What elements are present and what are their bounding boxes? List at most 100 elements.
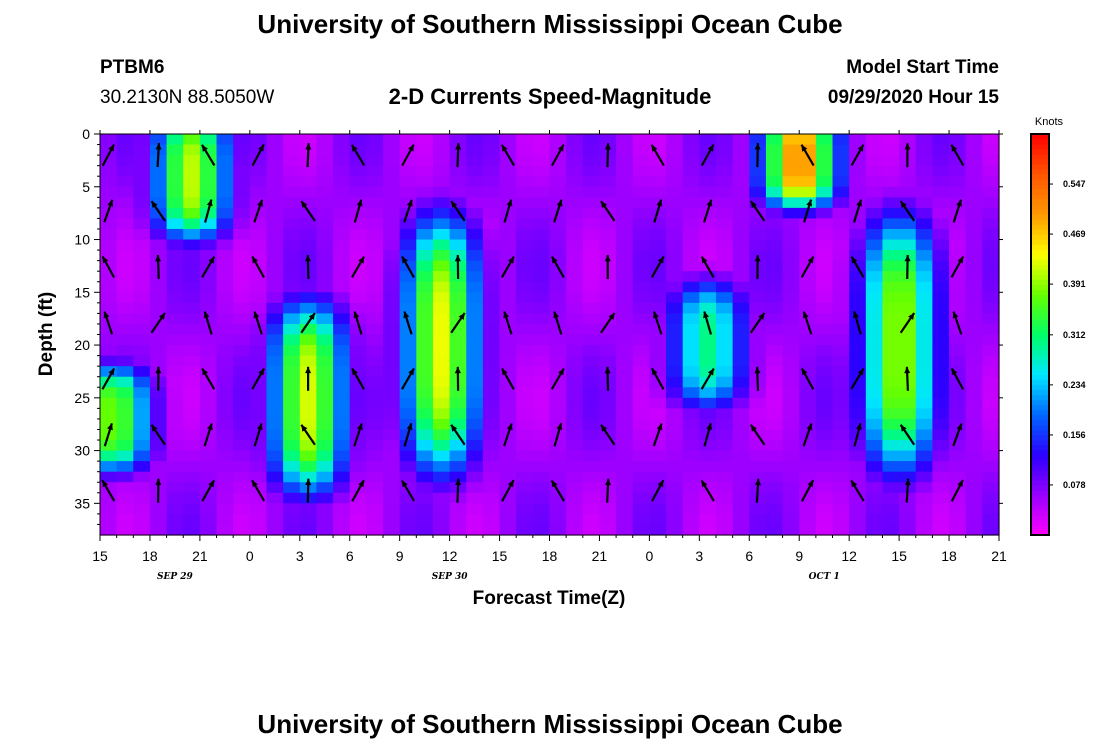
heatmap-cell bbox=[116, 218, 134, 230]
heatmap-cell bbox=[549, 376, 567, 388]
heatmap-cell bbox=[316, 207, 334, 220]
heatmap-cell bbox=[383, 239, 401, 251]
heatmap-cell bbox=[166, 461, 184, 473]
heatmap-cell bbox=[383, 355, 401, 367]
heatmap-cell bbox=[283, 418, 301, 431]
colorbar-segment bbox=[1031, 504, 1049, 511]
heatmap-cell bbox=[383, 292, 401, 304]
heatmap-cell bbox=[832, 271, 850, 283]
heatmap-cell bbox=[316, 440, 334, 452]
heatmap-cell bbox=[399, 387, 417, 399]
heatmap-cell bbox=[100, 134, 118, 146]
heatmap-cell bbox=[599, 302, 617, 314]
heatmap-cell bbox=[532, 134, 551, 146]
heatmap-cell bbox=[249, 334, 268, 346]
colorbar-segment bbox=[1031, 339, 1049, 346]
heatmap-cell bbox=[482, 482, 501, 494]
heatmap-cell bbox=[965, 218, 983, 230]
heatmap-cell bbox=[915, 165, 934, 177]
heatmap-cell bbox=[482, 250, 501, 262]
heatmap-cell bbox=[482, 197, 501, 209]
heatmap-cell bbox=[865, 155, 884, 167]
heatmap-cell bbox=[449, 281, 467, 293]
heatmap-cell bbox=[782, 197, 800, 209]
heatmap-cell bbox=[316, 165, 334, 177]
heatmap-cell bbox=[666, 513, 684, 526]
heatmap-cell bbox=[249, 450, 268, 462]
heatmap-cell bbox=[383, 165, 401, 177]
heatmap-cell bbox=[316, 313, 334, 325]
heatmap-cell bbox=[632, 471, 650, 483]
heatmap-cell bbox=[682, 197, 700, 209]
heatmap-cell bbox=[366, 144, 384, 156]
heatmap-cell bbox=[149, 408, 168, 420]
heatmap-cell bbox=[100, 323, 118, 336]
heatmap-cell bbox=[849, 461, 867, 473]
heatmap-cell bbox=[582, 207, 601, 220]
heatmap-cell bbox=[765, 207, 784, 220]
heatmap-cell bbox=[932, 471, 950, 483]
heatmap-cell bbox=[666, 408, 684, 420]
heatmap-cell bbox=[915, 292, 934, 304]
heatmap-cell bbox=[349, 440, 367, 452]
heatmap-cell bbox=[632, 345, 650, 357]
colorbar-segment bbox=[1031, 439, 1049, 446]
heatmap-cell bbox=[732, 513, 750, 526]
heatmap-cell bbox=[915, 440, 934, 452]
heatmap-cell bbox=[715, 345, 734, 357]
current-vector-head bbox=[651, 368, 658, 376]
heatmap-cell bbox=[799, 450, 817, 462]
heatmap-cell bbox=[416, 397, 434, 409]
heatmap-cell bbox=[366, 461, 384, 473]
current-vector-head bbox=[856, 199, 863, 207]
heatmap-cell bbox=[815, 165, 834, 177]
heatmap-cell bbox=[982, 450, 1000, 462]
heatmap-cell bbox=[799, 334, 817, 346]
current-vector-head bbox=[956, 199, 962, 207]
heatmap-cell bbox=[915, 471, 934, 483]
heatmap-cell bbox=[782, 471, 800, 483]
heatmap-cell bbox=[582, 408, 601, 420]
heatmap-cell bbox=[383, 250, 401, 262]
heatmap-cell bbox=[166, 429, 184, 441]
heatmap-cell bbox=[516, 250, 534, 262]
heatmap-cell bbox=[316, 334, 334, 346]
heatmap-cell bbox=[499, 165, 517, 177]
heatmap-cell bbox=[882, 271, 900, 283]
heatmap-cell bbox=[416, 218, 434, 230]
current-vectors bbox=[101, 143, 965, 503]
heatmap-cell bbox=[283, 345, 301, 357]
heatmap-cell bbox=[782, 355, 800, 367]
heatmap-cell bbox=[932, 302, 950, 314]
heatmap-cell bbox=[749, 397, 767, 409]
heatmap-cell bbox=[582, 176, 601, 188]
heatmap-cell bbox=[732, 165, 750, 177]
heatmap-cell bbox=[166, 345, 184, 357]
heatmap-cell bbox=[882, 429, 900, 441]
current-vector-head bbox=[202, 368, 208, 376]
current-vector-head bbox=[556, 199, 563, 207]
heatmap-cell bbox=[649, 355, 667, 367]
heatmap-cell bbox=[399, 482, 417, 494]
heatmap-cell bbox=[416, 313, 434, 325]
current-vector-head bbox=[801, 144, 808, 152]
heatmap-cell bbox=[699, 397, 717, 409]
heatmap-cell bbox=[100, 228, 118, 241]
heatmap-cell bbox=[799, 366, 817, 378]
current-vector-head bbox=[553, 311, 560, 319]
heatmap-cell bbox=[732, 260, 750, 272]
heatmap-cell bbox=[649, 408, 667, 420]
heatmap-cell bbox=[566, 271, 584, 283]
heatmap-cell bbox=[366, 313, 384, 325]
heatmap-cell bbox=[133, 228, 151, 241]
heatmap-cell bbox=[632, 197, 650, 209]
heatmap-cell bbox=[466, 503, 484, 515]
heatmap-cell bbox=[449, 513, 467, 526]
heatmap-cell bbox=[366, 323, 384, 336]
heatmap-cell bbox=[449, 207, 467, 220]
heatmap-cell bbox=[749, 323, 767, 336]
heatmap-cell bbox=[366, 281, 384, 293]
current-vector-head bbox=[102, 480, 109, 488]
heatmap-cell bbox=[682, 524, 700, 536]
heatmap-cell bbox=[682, 250, 700, 262]
